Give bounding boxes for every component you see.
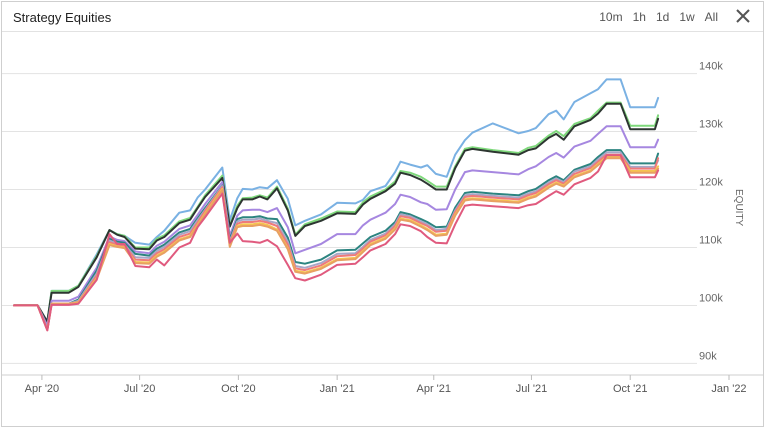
y-axis-label: EQUITY <box>733 189 744 227</box>
series-line-5 <box>13 149 660 331</box>
series-line-6 <box>13 151 660 331</box>
y-tick-label: 140k <box>699 61 723 73</box>
series-line-1 <box>13 78 660 323</box>
y-tick-label: 90k <box>699 350 717 362</box>
x-tick-label: Oct '20 <box>221 383 256 395</box>
series-line-10 <box>13 154 660 332</box>
y-tick-label: 130k <box>699 119 723 131</box>
chart-area: 90k 100k 110k 120k 130k 140k EQUITY Apr '20 Jul … <box>2 33 763 431</box>
x-tick-label: Apr '20 <box>25 383 60 395</box>
x-tick-label: Jul '20 <box>124 383 155 395</box>
y-tick-label: 100k <box>699 292 723 304</box>
x-tick-label: Jul '21 <box>516 383 547 395</box>
y-tick-label: 120k <box>699 177 723 189</box>
range-1d-button[interactable]: 1d <box>655 10 670 24</box>
x-tick-label: Jan '22 <box>711 383 746 395</box>
range-selector: 10m 1h 1d 1w All <box>594 10 723 24</box>
y-tick-label: 110k <box>699 234 723 246</box>
x-tick-label: Jan '21 <box>320 383 355 395</box>
x-tick-label: Oct '21 <box>613 383 648 395</box>
title-bar: Strategy Equities 10m 1h 1d 1w All <box>2 2 763 32</box>
window-title: Strategy Equities <box>13 10 112 25</box>
x-tick-label: Apr '21 <box>417 383 452 395</box>
range-1w-button[interactable]: 1w <box>679 10 695 24</box>
series-line-3 <box>13 102 660 323</box>
series-line-9 <box>13 157 660 331</box>
series-line-2 <box>13 101 660 323</box>
series-line-7 <box>13 153 660 331</box>
range-10m-button[interactable]: 10m <box>599 10 623 24</box>
range-1h-button[interactable]: 1h <box>632 10 646 24</box>
equity-chart: 90k 100k 110k 120k 130k 140k EQUITY Apr '20 Jul … <box>2 61 763 395</box>
series-line-4 <box>13 125 660 327</box>
close-icon[interactable] <box>733 6 753 26</box>
range-all-button[interactable]: All <box>704 10 718 24</box>
